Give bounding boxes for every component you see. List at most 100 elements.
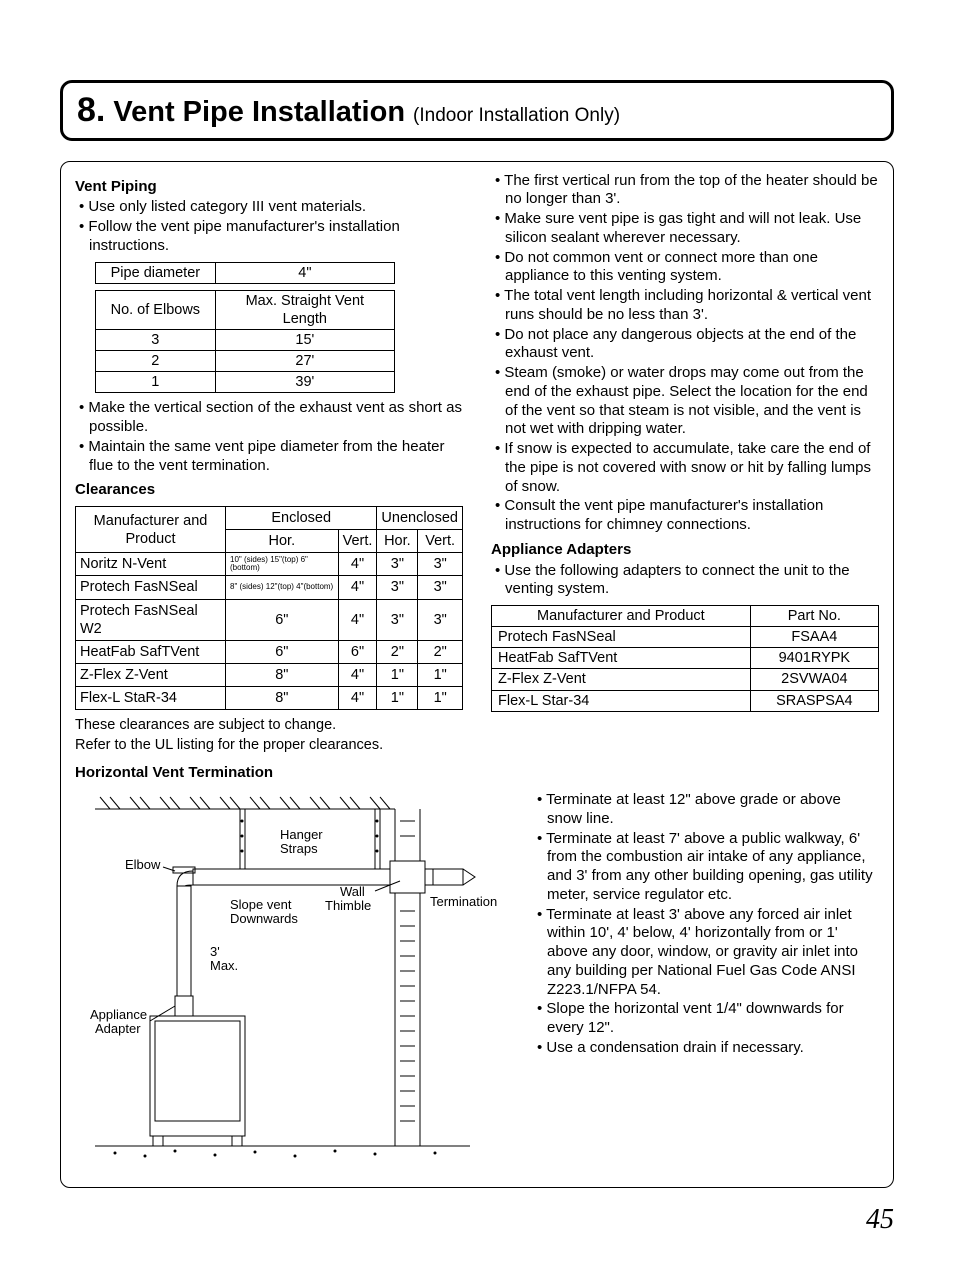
pipe-diameter-table: Pipe diameter 4" — [95, 262, 395, 284]
label-hanger: Hanger — [280, 827, 323, 842]
cell: FSAA4 — [750, 627, 878, 648]
list-item: Use the following adapters to connect th… — [491, 562, 879, 600]
cell: 8" — [226, 687, 339, 710]
table-row: HeatFab SafTVent9401RYPK — [492, 648, 879, 669]
table-row: Flex-L Star-34SRASPSA4 — [492, 690, 879, 711]
table-row: Noritz N-Vent 10" (sides) 15"(top) 6"(bo… — [76, 553, 463, 576]
list-item: Make sure vent pipe is gas tight and wil… — [491, 210, 879, 248]
horizontal-vent-heading: Horizontal Vent Termination — [75, 764, 879, 783]
cell: 39' — [215, 372, 394, 393]
vent-piping-list-2: Make the vertical section of the exhaust… — [75, 399, 463, 475]
cell: 3" — [418, 599, 463, 640]
cell: 1" — [377, 663, 418, 686]
label-hanger2: Straps — [280, 841, 318, 856]
list-item: The first vertical run from the top of t… — [491, 172, 879, 210]
clear-enc: Enclosed — [226, 507, 377, 530]
clear-h: Hor. — [226, 530, 339, 553]
label-max1: 3' — [210, 944, 220, 959]
clear-note-1: These clearances are subject to change. — [75, 716, 463, 734]
list-item: The total vent length including horizont… — [491, 287, 879, 325]
cell: 2" — [418, 640, 463, 663]
cell: Z-Flex Z-Vent — [76, 663, 226, 686]
diagram-section: Hanger Straps Elbow Wall Thimble Termina… — [75, 791, 879, 1177]
list-item: Do not common vent or connect more than … — [491, 249, 879, 287]
vent-piping-heading: Vent Piping — [75, 178, 463, 197]
cell: HeatFab SafTVent — [76, 640, 226, 663]
table-row: Protech FasNSeal 8" (sides) 12"(top) 4"(… — [76, 576, 463, 599]
adapters-intro-list: Use the following adapters to connect th… — [491, 562, 879, 600]
vent-diagram-svg: Hanger Straps Elbow Wall Thimble Termina… — [75, 791, 505, 1171]
cell: 3" — [377, 599, 418, 640]
clear-note-2: Refer to the UL listing for the proper c… — [75, 736, 463, 754]
section-subtitle: (Indoor Installation Only) — [413, 104, 620, 128]
cell: 4" — [338, 553, 377, 576]
list-item: Make the vertical section of the exhaust… — [75, 399, 463, 437]
elbows-h2: Max. Straight Vent Length — [215, 290, 394, 329]
label-term: Termination — [430, 894, 497, 909]
cell: Protech FasNSeal W2 — [76, 599, 226, 640]
cell: 27' — [215, 351, 394, 372]
cell: 8" (sides) 12"(top) 4"(bottom) — [226, 576, 339, 599]
label-elbow: Elbow — [125, 857, 161, 872]
list-item: Do not place any dangerous objects at th… — [491, 326, 879, 364]
adapter-h1: Manufacturer and Product — [492, 606, 751, 627]
cell: 10" (sides) 15"(top) 6"(bottom) — [226, 553, 339, 576]
cell: 2 — [96, 351, 216, 372]
list-item: Steam (smoke) or water drops may come ou… — [491, 364, 879, 439]
list-item: Terminate at least 7' above a public wal… — [533, 830, 879, 905]
clearances-heading: Clearances — [75, 481, 463, 500]
cell: 15' — [215, 329, 394, 350]
list-item: Consult the vent pipe manufacturer's ins… — [491, 497, 879, 535]
cell: Flex-L StaR-34 — [76, 687, 226, 710]
cell: 2" — [377, 640, 418, 663]
table-row: 315' — [96, 329, 395, 350]
right-column: The first vertical run from the top of t… — [491, 172, 879, 755]
list-item: Follow the vent pipe manufacturer's inst… — [75, 218, 463, 256]
list-item: Use only listed category III vent materi… — [75, 198, 463, 217]
table-row: Protech FasNSealFSAA4 — [492, 627, 879, 648]
cell: Noritz N-Vent — [76, 553, 226, 576]
table-row: Flex-L StaR-34 8" 4" 1" 1" — [76, 687, 463, 710]
cell: 9401RYPK — [750, 648, 878, 669]
cell: 1" — [377, 687, 418, 710]
elbows-table: No. of Elbows Max. Straight Vent Length … — [95, 290, 395, 394]
vent-diagram: Hanger Straps Elbow Wall Thimble Termina… — [75, 791, 505, 1177]
cell: 6" — [226, 640, 339, 663]
two-column-layout: Vent Piping Use only listed category III… — [75, 172, 879, 755]
cell: 3" — [418, 553, 463, 576]
label-slope2: Downwards — [230, 911, 298, 926]
cell: 6" — [338, 640, 377, 663]
list-item: If snow is expected to accumulate, take … — [491, 440, 879, 496]
list-item: Terminate at least 3' above any forced a… — [533, 906, 879, 1000]
cell: 1 — [96, 372, 216, 393]
cell: SRASPSA4 — [750, 690, 878, 711]
table-row: HeatFab SafTVent 6" 6" 2" 2" — [76, 640, 463, 663]
clear-unenc: Unenclosed — [377, 507, 463, 530]
cell: 4" — [338, 687, 377, 710]
cell: Z-Flex Z-Vent — [492, 669, 751, 690]
cell: 1" — [418, 663, 463, 686]
section-header: 8. Vent Pipe Installation (Indoor Instal… — [60, 80, 894, 141]
table-row: Z-Flex Z-Vent2SVWA04 — [492, 669, 879, 690]
page-number: 45 — [60, 1202, 894, 1237]
adapters-heading: Appliance Adapters — [491, 541, 879, 560]
label-adapter2: Adapter — [95, 1021, 141, 1036]
cell: Protech FasNSeal — [76, 576, 226, 599]
section-number: 8. — [77, 89, 105, 132]
cell: 2SVWA04 — [750, 669, 878, 690]
adapter-h2: Part No. — [750, 606, 878, 627]
label-thimble: Thimble — [325, 898, 371, 913]
label-wall: Wall — [340, 884, 365, 899]
cell: Protech FasNSeal — [492, 627, 751, 648]
list-item: Slope the horizontal vent 1/4" downwards… — [533, 1000, 879, 1038]
label-max2: Max. — [210, 958, 238, 973]
section-title: Vent Pipe Installation — [113, 94, 405, 130]
table-row: 139' — [96, 372, 395, 393]
cell: 4" — [338, 599, 377, 640]
clearances-table: Manufacturer and Product Enclosed Unencl… — [75, 506, 463, 710]
cell: 3" — [377, 576, 418, 599]
pipe-dia-label: Pipe diameter — [96, 262, 216, 283]
adapters-table: Manufacturer and Product Part No. Protec… — [491, 605, 879, 712]
label-slope1: Slope vent — [230, 897, 292, 912]
termination-notes: Terminate at least 12" above grade or ab… — [533, 791, 879, 1177]
